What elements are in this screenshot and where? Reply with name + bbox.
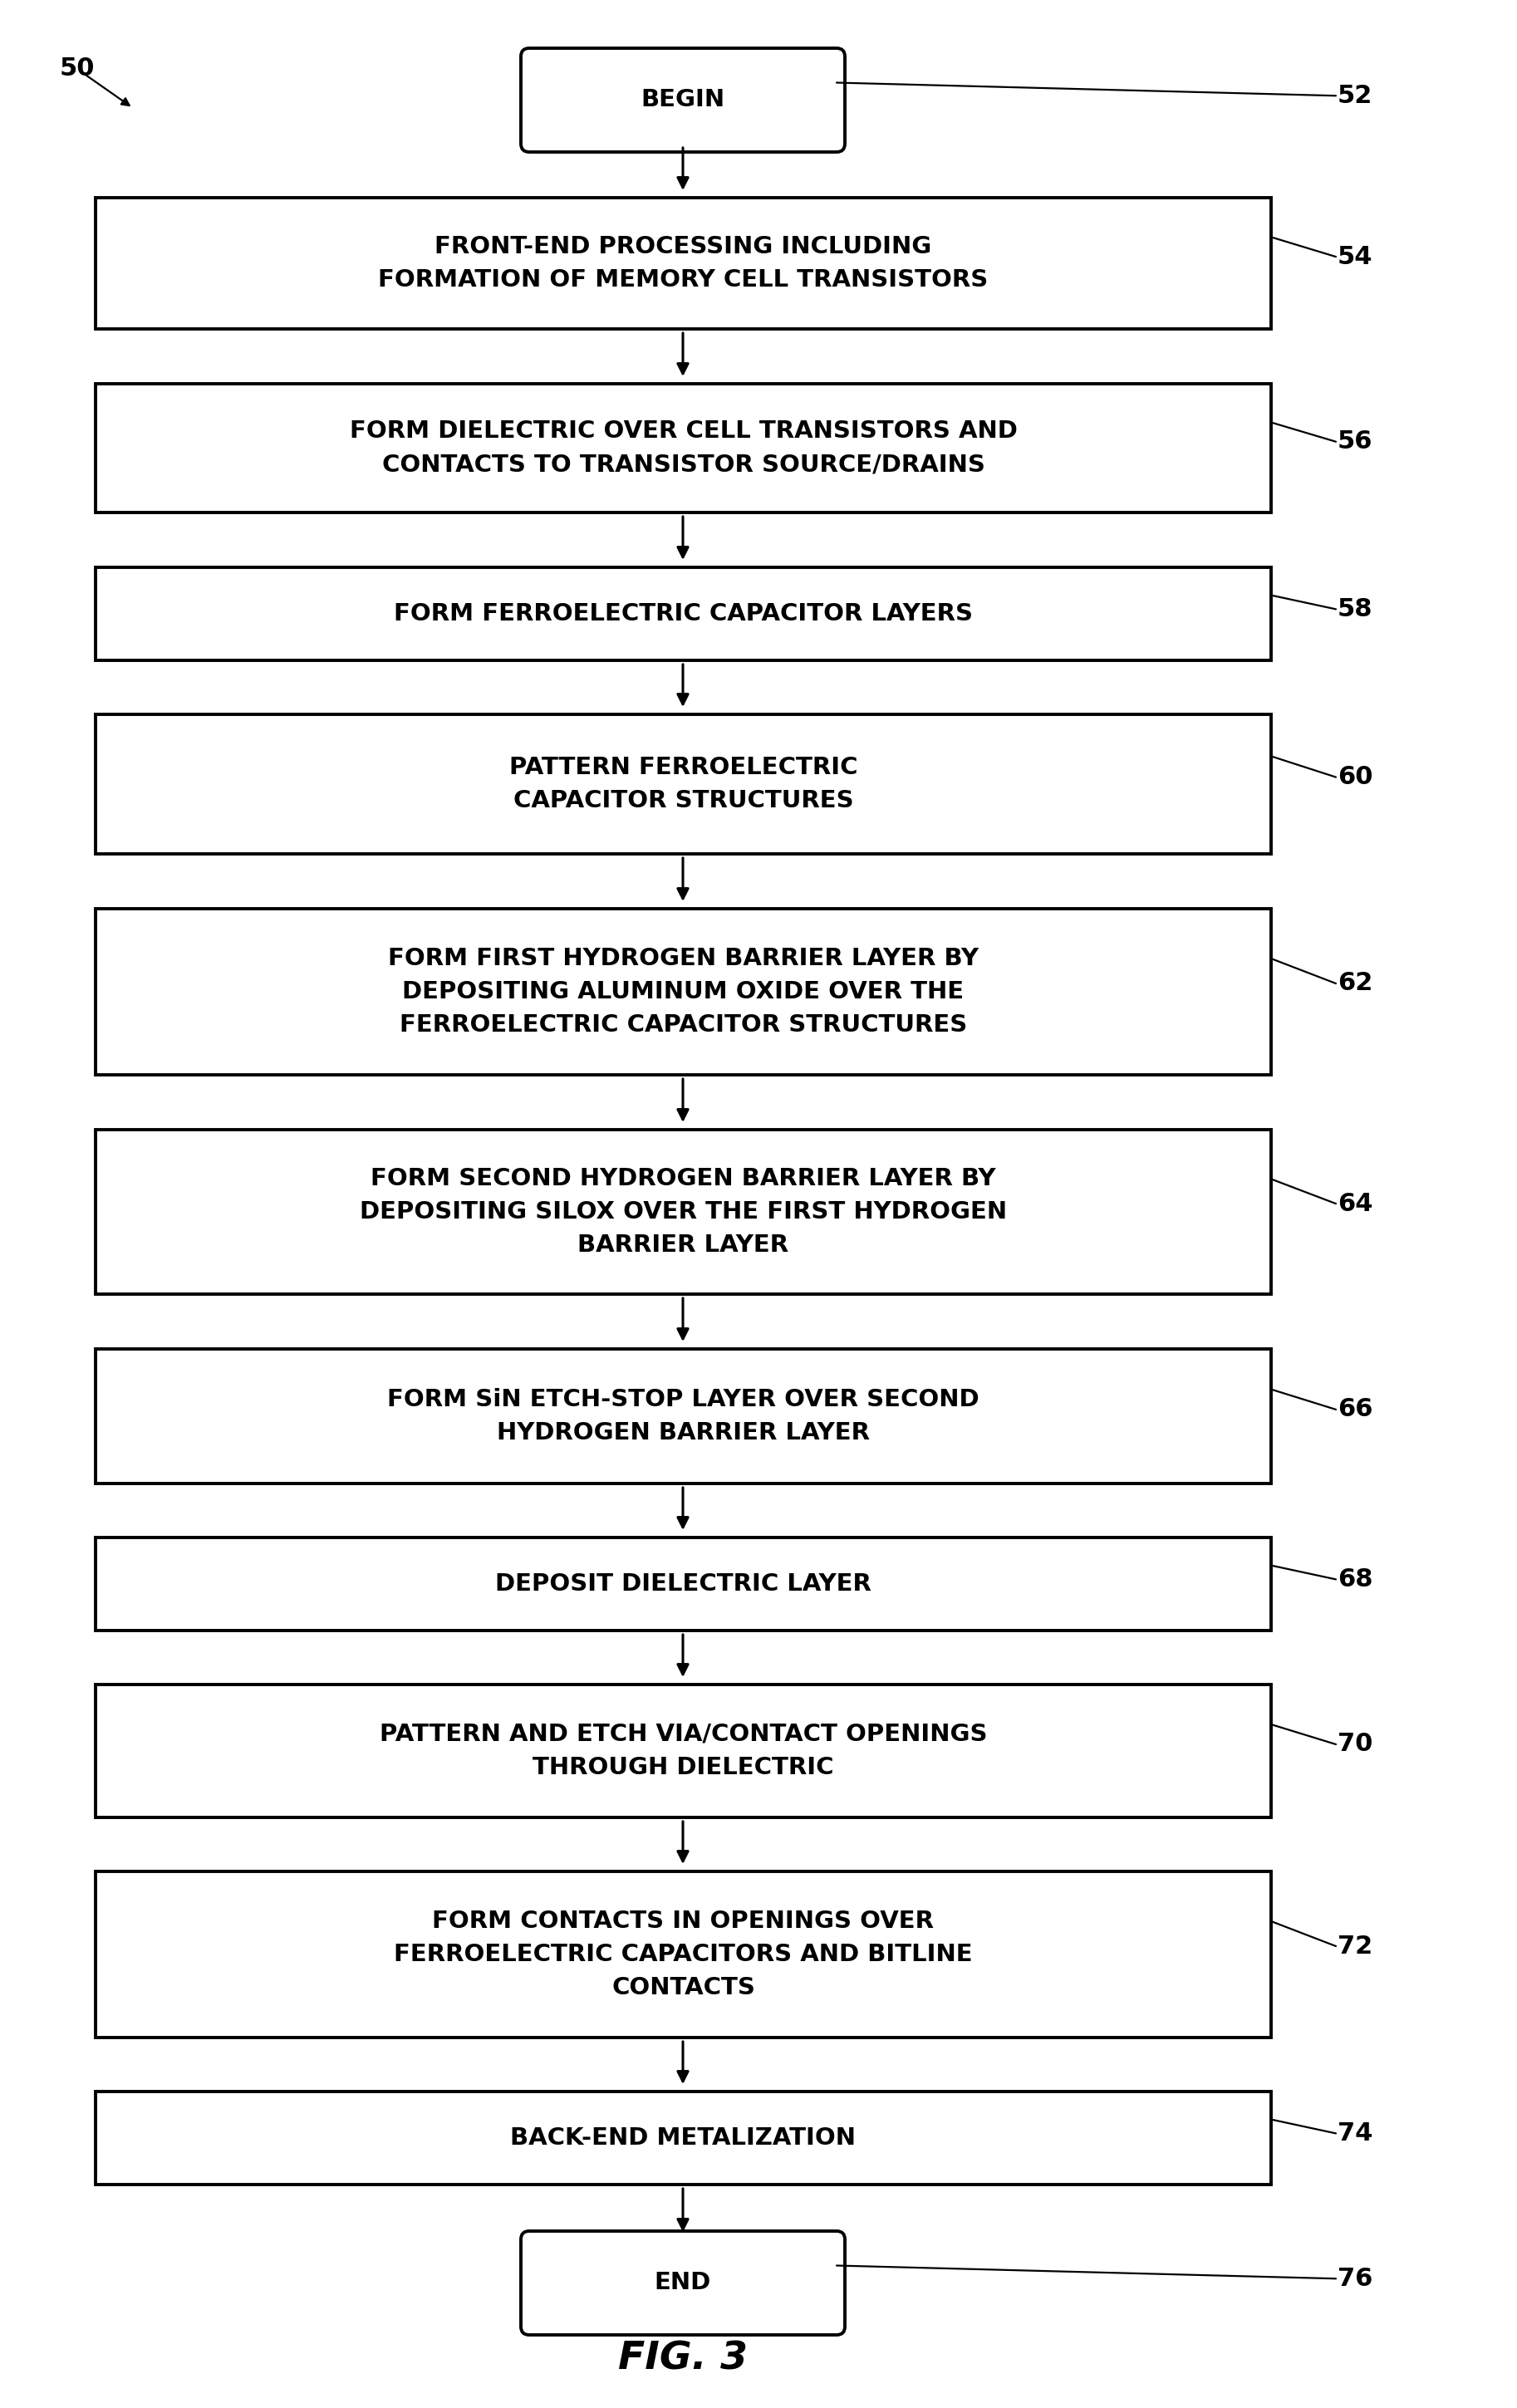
Text: DEPOSIT DIELECTRIC LAYER: DEPOSIT DIELECTRIC LAYER: [495, 1572, 871, 1597]
Text: FORM FIRST HYDROGEN BARRIER LAYER BY
DEPOSITING ALUMINUM OXIDE OVER THE
FERROELE: FORM FIRST HYDROGEN BARRIER LAYER BY DEP…: [388, 946, 978, 1038]
FancyBboxPatch shape: [520, 2232, 845, 2336]
Text: 52: 52: [1338, 84, 1373, 108]
Text: FIG. 3: FIG. 3: [617, 2341, 748, 2377]
Bar: [96, 1871, 1271, 2037]
Text: 60: 60: [1338, 766, 1373, 790]
Bar: [96, 1348, 1271, 1483]
Text: 66: 66: [1338, 1397, 1373, 1421]
Text: 64: 64: [1338, 1192, 1373, 1216]
Text: 62: 62: [1338, 970, 1373, 995]
Text: 76: 76: [1338, 2266, 1373, 2290]
Text: BACK-END METALIZATION: BACK-END METALIZATION: [511, 2126, 856, 2150]
Text: FORM SECOND HYDROGEN BARRIER LAYER BY
DEPOSITING SILOX OVER THE FIRST HYDROGEN
B: FORM SECOND HYDROGEN BARRIER LAYER BY DE…: [360, 1168, 1007, 1257]
Text: 70: 70: [1338, 1731, 1373, 1755]
Text: END: END: [654, 2271, 711, 2295]
Bar: [96, 715, 1271, 855]
FancyBboxPatch shape: [520, 48, 845, 152]
Text: 74: 74: [1338, 2121, 1373, 2146]
Bar: [96, 1129, 1271, 1293]
Bar: [96, 2093, 1271, 2184]
Text: FORM SiN ETCH-STOP LAYER OVER SECOND
HYDROGEN BARRIER LAYER: FORM SiN ETCH-STOP LAYER OVER SECOND HYD…: [387, 1387, 980, 1445]
Text: 72: 72: [1338, 1934, 1373, 1958]
Bar: [96, 197, 1271, 330]
Text: FORM CONTACTS IN OPENINGS OVER
FERROELECTRIC CAPACITORS AND BITLINE
CONTACTS: FORM CONTACTS IN OPENINGS OVER FERROELEC…: [394, 1910, 972, 1999]
Bar: [96, 908, 1271, 1074]
Text: PATTERN AND ETCH VIA/CONTACT OPENINGS
THROUGH DIELECTRIC: PATTERN AND ETCH VIA/CONTACT OPENINGS TH…: [379, 1722, 988, 1780]
Text: 58: 58: [1338, 597, 1373, 621]
Bar: [96, 568, 1271, 660]
Text: 54: 54: [1338, 246, 1373, 270]
Bar: [96, 1536, 1271, 1630]
Text: 50: 50: [59, 55, 96, 79]
Text: 68: 68: [1338, 1568, 1373, 1592]
Text: FORM DIELECTRIC OVER CELL TRANSISTORS AND
CONTACTS TO TRANSISTOR SOURCE/DRAINS: FORM DIELECTRIC OVER CELL TRANSISTORS AN…: [349, 419, 1018, 477]
Bar: [96, 383, 1271, 513]
Text: BEGIN: BEGIN: [640, 89, 725, 111]
Text: PATTERN FERROELECTRIC
CAPACITOR STRUCTURES: PATTERN FERROELECTRIC CAPACITOR STRUCTUR…: [510, 756, 857, 811]
Text: 56: 56: [1338, 429, 1373, 453]
Text: FORM FERROELECTRIC CAPACITOR LAYERS: FORM FERROELECTRIC CAPACITOR LAYERS: [394, 602, 972, 626]
Bar: [96, 1686, 1271, 1818]
Text: FRONT-END PROCESSING INCLUDING
FORMATION OF MEMORY CELL TRANSISTORS: FRONT-END PROCESSING INCLUDING FORMATION…: [378, 236, 988, 291]
